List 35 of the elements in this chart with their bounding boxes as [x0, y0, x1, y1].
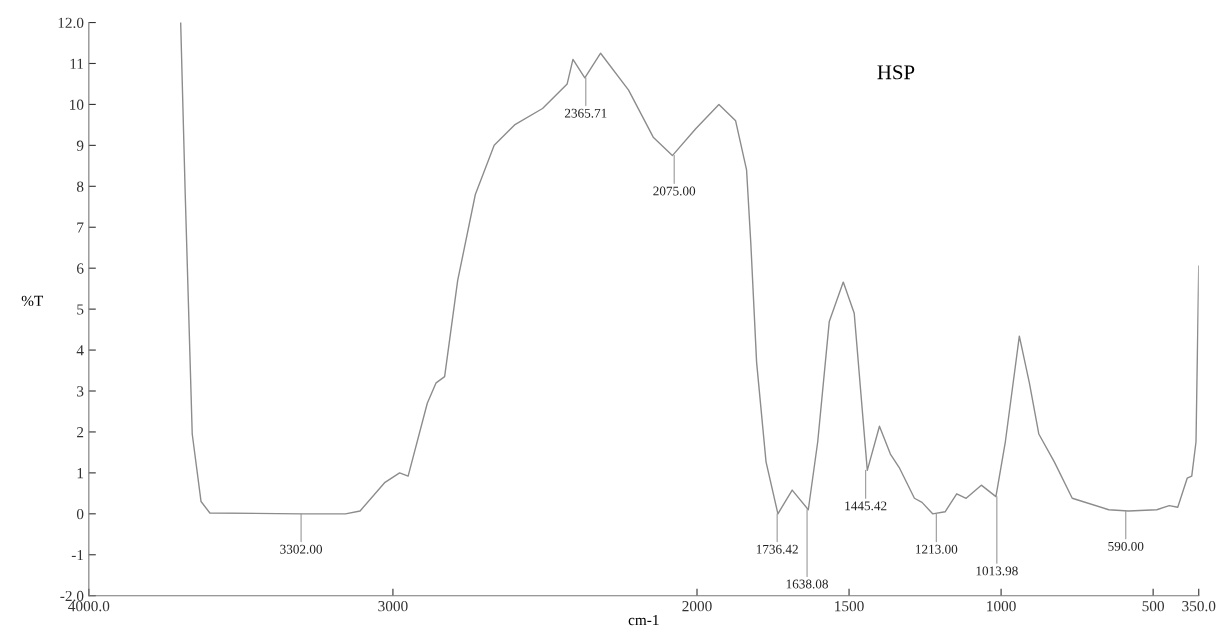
y-tick-label: 1 — [77, 468, 84, 479]
x-tick-label: 500 — [1142, 601, 1165, 612]
x-tick-label: 2000 — [682, 601, 712, 612]
annotation: 1638.08 — [786, 579, 828, 589]
x-axis-title: cm-1 — [628, 614, 659, 626]
y-tick-label: 5 — [77, 304, 84, 315]
y-tick-label: -2.0 — [60, 590, 84, 602]
y-tick-label: 7 — [77, 222, 84, 233]
annotation: 1736.42 — [756, 544, 798, 554]
annotation: 590.00 — [1108, 541, 1144, 551]
y-axis-title: %T — [21, 295, 44, 307]
y-tick-label: 11 — [70, 58, 84, 69]
line-series — [179, 22, 1199, 515]
annotation: 2365.71 — [564, 108, 607, 118]
x-tick-label: 1500 — [835, 601, 864, 612]
y-tick-label: 2 — [77, 427, 84, 438]
annotation: 1013.98 — [976, 566, 1018, 576]
y-tick-label: 0 — [76, 508, 84, 520]
annotation: HSP — [877, 65, 915, 80]
y-tick-label: 6 — [77, 263, 84, 274]
annotation: 3302.00 — [280, 544, 323, 554]
y-tick-label: 4 — [76, 345, 84, 356]
annotation: 2075.00 — [653, 186, 696, 196]
x-tick-label: 1000 — [987, 601, 1016, 612]
x-tick-label: 4000.0 — [68, 601, 110, 612]
y-tick-label: 8 — [76, 181, 84, 192]
y-tick-label: 9 — [76, 140, 84, 151]
annotation: 1213.00 — [916, 544, 958, 554]
y-tick-label: 12.0 — [58, 17, 84, 29]
y-tick-label: 10 — [70, 99, 84, 110]
y-tick-label: -1 — [71, 549, 84, 561]
x-tick-label: 3000 — [378, 601, 408, 612]
x-tick-label: 350.0 — [1182, 601, 1216, 612]
annotation: 1445.42 — [845, 501, 887, 511]
y-tick-label: 3 — [77, 386, 84, 397]
